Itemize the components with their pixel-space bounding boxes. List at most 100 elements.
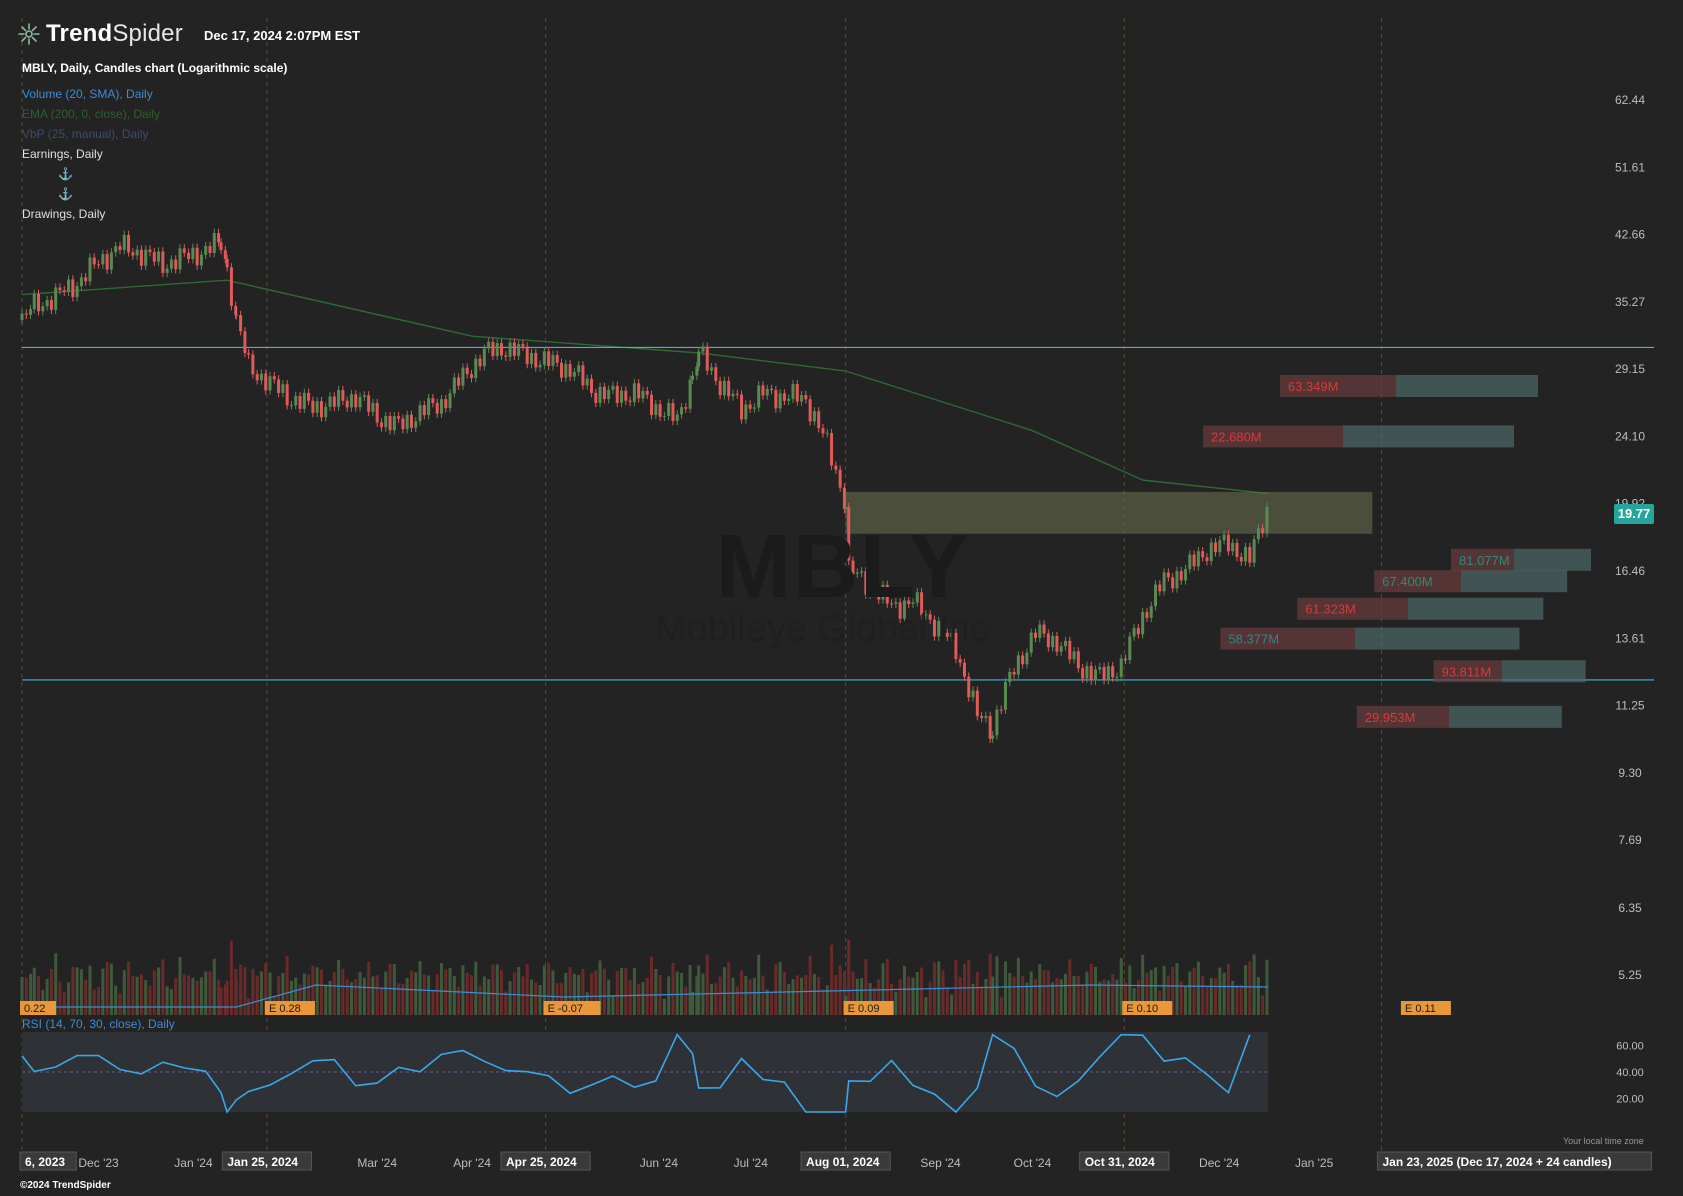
volume-bar — [92, 989, 96, 1015]
candle-body — [860, 571, 864, 573]
candle-body — [615, 385, 619, 403]
vbp-bar-up — [1396, 374, 1538, 397]
volume-bar — [572, 973, 576, 1015]
candle-body — [731, 393, 735, 397]
candle-body — [602, 386, 606, 400]
candle-body — [337, 390, 341, 407]
volume-bar — [984, 979, 988, 1015]
volume-bar — [855, 978, 859, 1015]
volume-bar — [1214, 978, 1218, 1015]
watermark-symbol: MBLY — [716, 517, 971, 617]
volume-bar — [517, 967, 521, 1015]
volume-bar — [598, 960, 602, 1015]
volume-bar — [671, 962, 675, 1015]
candle-body — [1016, 655, 1020, 675]
volume-bar — [902, 966, 906, 1015]
candle-body — [92, 257, 96, 265]
earnings-badge-label: E 0.28 — [269, 1003, 301, 1015]
volume-bar — [924, 997, 928, 1015]
volume-bar — [1145, 972, 1149, 1015]
earnings-badge — [20, 1001, 56, 1015]
volume-bar — [594, 970, 598, 1015]
candle-body — [362, 395, 366, 397]
candle-body — [991, 735, 995, 739]
candle-body — [1098, 667, 1102, 670]
candle-body — [289, 405, 293, 407]
volume-bar — [75, 967, 79, 1015]
candle-body — [1064, 640, 1068, 647]
candle-body — [658, 404, 662, 417]
candle-body — [695, 366, 699, 376]
volume-bar — [101, 968, 105, 1015]
candle-body — [844, 507, 848, 509]
candle-body — [1226, 534, 1230, 552]
y-tick-label: 6.35 — [1618, 901, 1642, 915]
candle-body — [1141, 612, 1145, 635]
candle-body — [1068, 640, 1072, 660]
volume-bar — [1252, 954, 1256, 1015]
volume-bar — [555, 983, 559, 1015]
candle-body — [697, 351, 701, 367]
legend-volume[interactable]: Volume (20, SMA), Daily — [22, 87, 153, 101]
candle-body — [1252, 539, 1256, 563]
volume-bar — [817, 976, 821, 1015]
candle-body — [161, 251, 165, 273]
legend-drawings[interactable]: Drawings, Daily — [22, 207, 106, 221]
watermark-company: Mobileye Global Inc — [655, 608, 989, 650]
volume-bar — [864, 959, 868, 1015]
volume-bar — [1033, 979, 1037, 1015]
volume-bar — [975, 971, 979, 1015]
earnings-badge — [1122, 1001, 1173, 1015]
earnings-badge — [264, 1001, 315, 1015]
rsi-legend[interactable]: RSI (14, 70, 30, close), Daily — [22, 1017, 175, 1031]
legend-main[interactable]: MBLY, Daily, Candles chart (Logarithmic … — [22, 61, 288, 75]
candle-body — [662, 415, 666, 417]
volume-bar — [877, 979, 881, 1015]
volume-bar — [422, 974, 426, 1015]
volume-bar — [1184, 985, 1188, 1015]
candle-body — [491, 341, 495, 357]
candle-body — [1055, 636, 1059, 652]
legend-vbp[interactable]: VbP (25, manual), Daily — [22, 127, 149, 141]
vbp-label: 58.377M — [1228, 632, 1279, 647]
anchor-icon[interactable]: ⚓ — [58, 187, 73, 201]
volume-bar — [602, 968, 606, 1015]
candle-body — [1214, 542, 1218, 553]
candle-body — [945, 632, 949, 637]
candle-body — [701, 346, 705, 352]
volume-bar — [469, 975, 473, 1015]
volume-bar — [131, 975, 135, 1015]
volume-bar — [911, 977, 915, 1015]
candle-body — [1222, 534, 1226, 541]
volume-bar — [191, 977, 195, 1015]
candle-body — [457, 377, 461, 386]
candle-body — [800, 395, 804, 402]
volume-sma-line — [22, 984, 1269, 1008]
volume-bar — [427, 975, 431, 1015]
candle-body — [538, 364, 542, 368]
x-highlight-label: Jan 25, 2024 — [227, 1155, 298, 1169]
volume-bar — [1003, 961, 1007, 1015]
volume-bar — [1136, 980, 1140, 1015]
volume-bar — [615, 971, 619, 1015]
candle-body — [735, 393, 739, 395]
legend-earnings[interactable]: Earnings, Daily — [22, 147, 103, 161]
volume-bar — [307, 974, 311, 1015]
anchor-icon[interactable]: ⚓ — [58, 167, 73, 181]
candle-body — [962, 662, 966, 677]
volume-bar — [881, 963, 885, 1015]
candle-body — [1076, 651, 1080, 669]
legend-ema[interactable]: EMA (200, 0, close), Daily — [22, 107, 161, 121]
candle-body — [1136, 628, 1140, 635]
volume-bar — [860, 977, 864, 1015]
candle-body — [71, 279, 75, 298]
candle-body — [1256, 528, 1260, 540]
volume-bar — [765, 989, 769, 1015]
candle-body — [864, 571, 868, 595]
candle-body — [645, 390, 649, 395]
volume-bar — [118, 993, 122, 1015]
candle-body — [427, 398, 431, 416]
volume-bar — [418, 961, 422, 1015]
volume-bar — [748, 979, 752, 1015]
